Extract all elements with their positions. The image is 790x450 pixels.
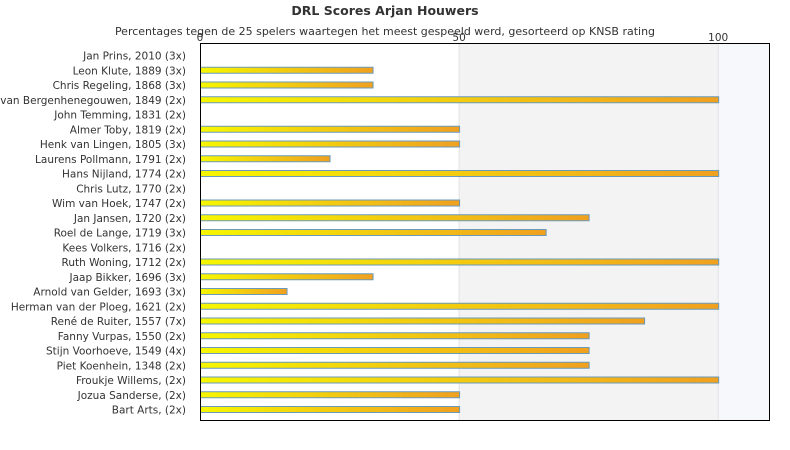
x-tick-label-100: 100	[708, 32, 728, 44]
x-tick-labels: 0 50 100	[197, 32, 729, 44]
x-tick-label-0: 0	[197, 32, 204, 44]
category-label: Piet Koenhein, 1348 (2x)	[57, 360, 186, 372]
category-label: Jan Prins, 2010 (3x)	[82, 51, 186, 63]
category-label: René de Ruiter, 1557 (7x)	[51, 316, 186, 328]
bar	[200, 170, 720, 177]
plot-background	[200, 43, 770, 420]
category-label: Fanny Vurpas, 1550 (2x)	[58, 331, 186, 343]
bar	[200, 96, 720, 104]
category-label: Hans Nijland, 1774 (2x)	[62, 169, 186, 181]
bar	[200, 258, 720, 266]
category-label: Herman van der Ploeg, 1621 (2x)	[11, 301, 186, 313]
category-label: Stijn Voorhoeve, 1549 (4x)	[46, 346, 186, 358]
x-tick-label-50: 50	[452, 32, 465, 44]
category-label: Rudolf van Bergenhenegouwen, 1849 (2x)	[0, 95, 186, 107]
category-label: Jaap Bikker, 1696 (3x)	[69, 272, 186, 284]
bar	[200, 406, 461, 413]
bar	[200, 391, 461, 399]
category-label: Froukje Willems, (2x)	[76, 375, 186, 387]
category-label: Leon Klute, 1889 (3x)	[73, 65, 186, 77]
bar	[200, 140, 461, 148]
category-label: Henk van Lingen, 1805 (3x)	[40, 139, 186, 151]
bar	[200, 81, 374, 89]
bar	[200, 302, 720, 310]
category-label: Jozua Sanderse, (2x)	[77, 390, 186, 402]
category-label: Bart Arts, (2x)	[112, 405, 186, 417]
category-label: Arnold van Gelder, 1693 (3x)	[33, 287, 186, 299]
category-label: Almer Toby, 1819 (2x)	[70, 124, 186, 136]
category-label: John Temming, 1831 (2x)	[53, 110, 186, 122]
bar	[200, 361, 590, 369]
category-labels: Jan Prins, 2010 (3x) Leon Klute, 1889 (3x…	[0, 51, 186, 417]
bar	[200, 332, 590, 340]
category-label: Chris Lutz, 1770 (2x)	[76, 183, 186, 195]
bar	[200, 66, 374, 74]
bar	[200, 347, 590, 354]
category-label: Ruth Woning, 1712 (2x)	[62, 257, 187, 269]
bar	[200, 214, 590, 222]
bar	[200, 273, 374, 281]
bar	[200, 376, 720, 384]
bar	[200, 317, 646, 325]
band-100-plus	[718, 43, 770, 420]
category-label: Wim van Hoek, 1747 (2x)	[52, 198, 186, 210]
bar	[200, 155, 331, 163]
chart-subtitle: Percentages tegen de 25 spelers waartege…	[114, 25, 656, 38]
bars	[200, 66, 720, 413]
plot-frame	[200, 43, 770, 421]
bar	[200, 288, 288, 295]
bar	[200, 229, 547, 236]
category-label: Chris Regeling, 1868 (3x)	[53, 80, 186, 92]
category-label: Laurens Pollmann, 1791 (2x)	[35, 154, 186, 166]
bar	[200, 125, 461, 133]
category-label: Jan Jansen, 1720 (2x)	[73, 213, 186, 225]
bar	[200, 199, 461, 207]
chart-title: DRL Scores Arjan Houwers	[291, 3, 479, 18]
category-label: Roel de Lange, 1719 (3x)	[54, 228, 186, 240]
category-label: Kees Volkers, 1716 (2x)	[62, 242, 186, 254]
